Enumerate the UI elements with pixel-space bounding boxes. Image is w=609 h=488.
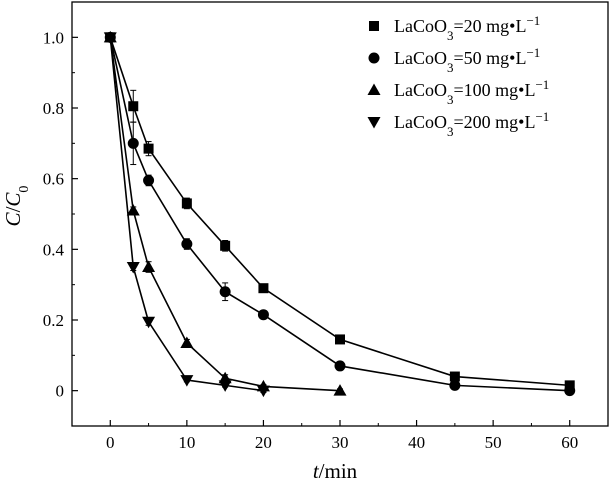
ticks: 0 10 20 30 40 50 60 0 0.2 0.4 0.6 0.8 1.0 [43,28,578,452]
data-point [181,198,192,209]
legend-item-3: LaCoO3=100 mg•L−1 [367,77,549,107]
y-tick-label: 0.6 [43,170,64,189]
series-line [109,37,264,392]
x-axis-label: t/min [313,459,358,483]
data-point [449,379,461,391]
legend-marker [369,21,379,31]
series-4 [103,32,270,398]
data-point [258,283,269,294]
data-point [103,32,117,44]
x-tick-label: 40 [408,433,425,452]
legend-marker [367,117,381,129]
x-tick-label: 0 [106,433,115,452]
data-point [335,334,345,345]
data-point [143,143,154,154]
y-tick-label: 0.4 [43,240,65,259]
legend-marker [367,83,381,95]
data-point [180,375,194,387]
x-tick-label: 30 [332,433,349,452]
data-point [142,316,156,329]
legend-label: LaCoO3=200 mg•L−1 [394,109,549,139]
data-point [128,101,139,112]
series-line [109,37,341,392]
x-tick-label: 60 [561,433,578,452]
legend-item-1: LaCoO3=20 mg•L−1 [369,13,540,43]
y-axis-label: C/C0 [1,186,32,227]
series [103,30,576,398]
legend-label: LaCoO3=50 mg•L−1 [394,45,540,75]
data-point [333,384,347,396]
data-point [126,203,140,216]
data-point [564,385,576,397]
legend-item-4: LaCoO3=200 mg•L−1 [367,109,549,139]
data-point [142,260,156,272]
series-3 [103,30,347,396]
data-point [334,360,346,372]
legend-item-2: LaCoO3=50 mg•L−1 [368,45,540,75]
data-point [257,309,269,321]
data-point [256,385,270,398]
y-tick-label: 0.8 [43,99,64,118]
x-tick-label: 50 [485,433,502,452]
data-point [180,336,194,348]
data-point [449,371,460,382]
x-tick-label: 10 [178,433,195,452]
x-tick-label: 20 [255,433,272,452]
data-point [126,262,140,274]
y-tick-label: 0.2 [43,311,64,330]
y-tick-label: 1.0 [43,28,64,47]
data-point [219,286,231,298]
data-point [143,174,155,186]
legend-marker [368,52,380,64]
legend-label: LaCoO3=100 mg•L−1 [394,77,549,107]
data-point [218,380,232,392]
data-point [181,238,193,250]
data-point [220,240,231,251]
data-point [127,137,139,149]
legend-label: LaCoO3=20 mg•L−1 [394,13,540,43]
y-tick-label: 0 [56,382,65,401]
